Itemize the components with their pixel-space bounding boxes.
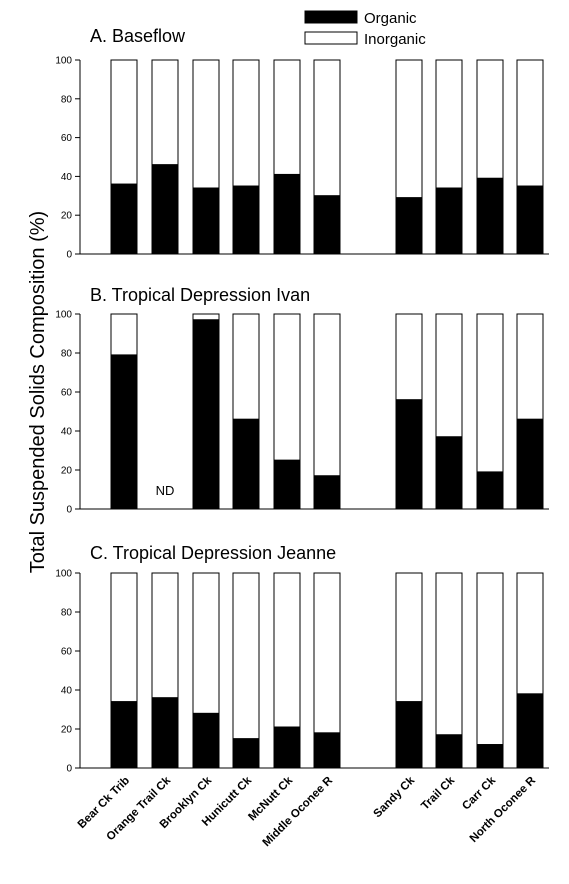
bar-inorganic-c-orange-trail-ck [151,572,179,699]
bar-organic-b-middle-oconee-r [313,475,341,510]
y-tick-label-b-100: 100 [55,310,72,321]
bar-inorganic-b-north-oconee-r [516,313,544,420]
bar-organic-a-sandy-ck [395,197,423,255]
bar-inorganic-b-carr-ck [476,313,504,473]
bar-organic-a-mcnutt-ck [273,173,301,255]
bar-organic-b-north-oconee-r [516,418,544,510]
bar-organic-a-carr-ck [476,177,504,255]
bar-inorganic-b-mcnutt-ck [273,313,301,461]
bar-inorganic-c-hunicutt-ck [232,572,260,740]
bar-organic-c-trail-ck [435,734,463,769]
bar-inorganic-b-sandy-ck [395,313,423,401]
bar-organic-b-bear-ck-trib [110,354,138,510]
bar-organic-c-north-oconee-r [516,693,544,769]
bar-inorganic-c-north-oconee-r [516,572,544,695]
bar-inorganic-b-bear-ck-trib [110,313,138,356]
y-tick-label-c-20: 20 [61,725,73,736]
y-tick-label-a-60: 60 [61,133,73,144]
bar-inorganic-a-trail-ck [435,59,463,189]
bar-inorganic-b-brooklyn-ck [192,313,220,321]
x-tick-label-trail-ck: Trail Ck [419,774,457,812]
bar-organic-a-hunicutt-ck [232,185,260,255]
annotation-nd-b: ND [156,483,175,498]
x-tick-label-carr-ck: Carr Ck [460,774,498,812]
bar-organic-a-middle-oconee-r [313,195,341,255]
legend-label-inorganic: Inorganic [364,31,426,48]
bar-organic-a-north-oconee-r [516,185,544,255]
panel-title-c: C. Tropical Depression Jeanne [90,543,336,563]
bar-organic-b-carr-ck [476,471,504,510]
y-tick-label-c-40: 40 [61,686,73,697]
bar-inorganic-a-bear-ck-trib [110,59,138,185]
bar-inorganic-a-north-oconee-r [516,59,544,187]
y-tick-label-b-0: 0 [66,505,72,516]
bar-organic-c-middle-oconee-r [313,732,341,769]
y-tick-label-a-80: 80 [61,94,73,105]
bar-organic-c-sandy-ck [395,701,423,769]
bar-organic-b-brooklyn-ck [192,319,220,510]
y-tick-label-a-20: 20 [61,211,73,222]
bar-organic-c-brooklyn-ck [192,712,220,769]
y-tick-label-c-60: 60 [61,647,73,658]
bar-inorganic-c-trail-ck [435,572,463,736]
bar-inorganic-c-bear-ck-trib [110,572,138,703]
bar-inorganic-c-carr-ck [476,572,504,746]
legend-swatch-inorganic [304,31,358,45]
bar-organic-a-bear-ck-trib [110,183,138,255]
bar-inorganic-c-brooklyn-ck [192,572,220,714]
panel-title-b: B. Tropical Depression Ivan [90,285,310,305]
bar-organic-a-orange-trail-ck [151,164,179,255]
y-tick-label-c-0: 0 [66,764,72,775]
y-tick-label-b-60: 60 [61,388,73,399]
bar-inorganic-a-carr-ck [476,59,504,179]
bar-organic-a-trail-ck [435,187,463,255]
x-tick-label-middle-oconee-r: Middle Oconee R [261,774,336,849]
legend-label-organic: Organic [364,10,417,27]
plot-layer: 020406080100020406080100ND020406080100Be… [55,56,549,849]
y-tick-label-b-40: 40 [61,427,73,438]
bar-inorganic-c-mcnutt-ck [273,572,301,728]
bar-organic-c-mcnutt-ck [273,726,301,769]
bar-organic-b-mcnutt-ck [273,459,301,510]
y-tick-label-a-0: 0 [66,250,72,261]
y-axis-label: Total Suspended Solids Composition (%) [27,211,49,573]
bar-inorganic-c-middle-oconee-r [313,572,341,734]
legend: Organic Inorganic [304,10,426,48]
y-tick-label-b-80: 80 [61,349,73,360]
y-tick-label-b-20: 20 [61,466,73,477]
bar-inorganic-a-brooklyn-ck [192,59,220,189]
bar-organic-c-orange-trail-ck [151,697,179,769]
bar-organic-c-bear-ck-trib [110,701,138,769]
bar-inorganic-b-trail-ck [435,313,463,438]
bar-organic-c-hunicutt-ck [232,738,260,769]
bar-organic-b-hunicutt-ck [232,418,260,510]
bar-inorganic-a-orange-trail-ck [151,59,179,166]
bar-inorganic-a-mcnutt-ck [273,59,301,175]
bar-inorganic-b-middle-oconee-r [313,313,341,477]
y-tick-label-a-40: 40 [61,172,73,183]
bar-organic-a-brooklyn-ck [192,187,220,255]
x-tick-label-sandy-ck: Sandy Ck [372,774,418,820]
bar-organic-b-trail-ck [435,436,463,510]
bar-inorganic-a-hunicutt-ck [232,59,260,187]
bar-inorganic-a-sandy-ck [395,59,423,199]
bar-inorganic-b-hunicutt-ck [232,313,260,420]
bar-organic-b-sandy-ck [395,399,423,510]
y-tick-label-a-100: 100 [55,56,72,67]
y-tick-label-c-80: 80 [61,608,73,619]
y-tick-label-c-100: 100 [55,569,72,580]
legend-swatch-organic [304,10,358,24]
bar-organic-c-carr-ck [476,744,504,769]
bar-inorganic-a-middle-oconee-r [313,59,341,197]
panel-title-a: A. Baseflow [90,26,186,46]
bar-inorganic-c-sandy-ck [395,572,423,703]
